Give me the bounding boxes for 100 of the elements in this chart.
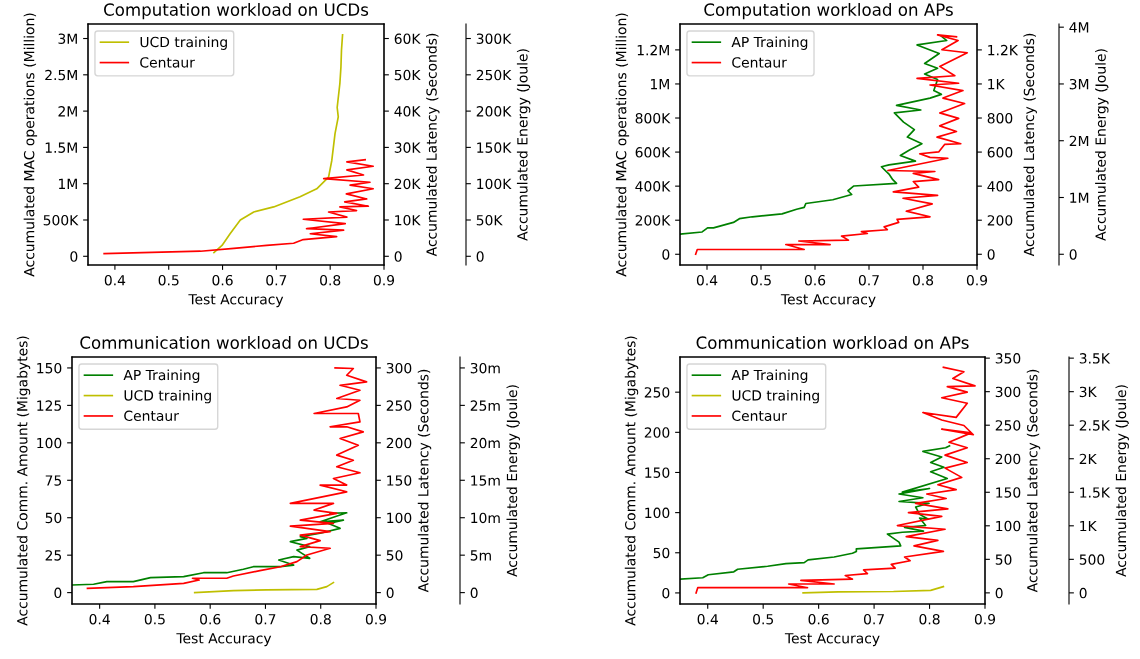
y-tick-label: 0 <box>54 587 62 599</box>
y2-axis-title: Accumulated Latency (Seconds) <box>417 369 432 593</box>
y-axis-title: Accumulated Comm. Amount (Migabytes) <box>624 336 639 626</box>
y3-tick-label: 2K <box>1079 453 1097 465</box>
y3-axis-title: Accumulated Energy (Joule) <box>1095 49 1109 241</box>
legend-label: AP Training <box>731 369 808 383</box>
x-tick-label: 0.8 <box>912 274 934 286</box>
y-tick-label: 200K <box>635 215 671 226</box>
y-axis-title: Accumulated MAC operations (Million) <box>615 13 630 277</box>
y2-tick-label: 800 <box>987 112 1013 124</box>
y3-tick-label: 3M <box>1069 78 1089 90</box>
x-axis-title: Test Accuracy <box>188 294 284 308</box>
y2-tick-label: 30K <box>394 142 421 153</box>
y3-tick-label: 2.5K <box>1079 420 1111 431</box>
x-tick-label: 0.6 <box>212 274 233 286</box>
x-tick-label: 0.7 <box>863 613 884 625</box>
legend-label: UCD training <box>124 389 211 404</box>
y3-tick-label: 100K <box>477 178 512 190</box>
y2-tick-label: 400 <box>987 181 1013 192</box>
x-tick-label: 0.9 <box>974 613 996 625</box>
x-tick-label: 0.7 <box>255 613 276 625</box>
y2-tick-label: 0 <box>386 587 394 599</box>
y2-axis-title: Accumulated Latency (Seconds) <box>1023 33 1037 257</box>
y2-tick-label: 300 <box>386 362 412 374</box>
y3-tick-label: 15m <box>471 475 500 486</box>
y3-tick-label: 3K <box>1079 386 1097 398</box>
x-axis-title: Test Accuracy <box>176 633 272 647</box>
y3-tick-label: 0 <box>1069 249 1077 260</box>
y3-tick-label: 1.5K <box>1080 487 1111 498</box>
x-tick-label: 0.4 <box>696 274 718 286</box>
y2-tick-label: 10K <box>395 214 421 226</box>
x-tick-label: 0.5 <box>158 274 179 286</box>
y-axis-title: Accumulated MAC operations (Million) <box>23 13 38 277</box>
y-tick-label: 250 <box>644 387 670 398</box>
x-tick-label: 0.5 <box>753 613 774 625</box>
chart-title: Communication workload on APs <box>696 336 969 349</box>
y3-tick-label: 200K <box>476 106 512 117</box>
y2-tick-label: 250 <box>995 420 1021 431</box>
line-series <box>694 34 969 256</box>
y3-tick-label: 30m <box>470 362 500 374</box>
x-tick-label: 0.6 <box>808 613 829 625</box>
y-tick-label: 100 <box>645 507 670 519</box>
y-tick-label: 50 <box>45 512 62 524</box>
x-tick-label: 0.9 <box>966 274 988 286</box>
line-series <box>193 581 335 594</box>
line-series <box>695 366 976 594</box>
y-tick-label: 25 <box>45 550 62 561</box>
y-tick-label: 400K <box>635 181 671 192</box>
y3-tick-label: 150K <box>477 142 512 153</box>
y2-axis-title: Accumulated Latency (Seconds) <box>426 33 440 257</box>
y2-tick-label: 1K <box>988 79 1005 90</box>
y2-tick-label: 600 <box>987 147 1013 158</box>
x-tick-label: 0.7 <box>858 274 879 286</box>
y3-tick-label: 20m <box>470 437 500 449</box>
y2-tick-label: 0 <box>394 251 402 262</box>
y-tick-label: 200 <box>644 427 670 438</box>
y2-tick-label: 50 <box>386 550 403 561</box>
legend-label: AP Training <box>731 36 808 50</box>
y-tick-label: 800K <box>635 112 671 124</box>
line-series <box>103 158 375 255</box>
x-tick-label: 0.6 <box>200 613 221 625</box>
y3-tick-label: 4M <box>1069 22 1089 33</box>
x-tick-label: 0.8 <box>919 613 940 625</box>
y3-tick-label: 1K <box>1080 520 1097 532</box>
y-tick-label: 1M <box>650 79 669 90</box>
y3-tick-label: 25m <box>470 400 500 411</box>
y-tick-label: 150 <box>645 467 670 478</box>
y3-axis-title: Accumulated Energy (Joule) <box>506 385 520 577</box>
x-axis-title: Test Accuracy <box>784 633 880 647</box>
y-tick-label: 500K <box>43 214 79 226</box>
line-series <box>802 585 945 594</box>
y-tick-label: 100 <box>37 437 62 449</box>
y-tick-label: 2.5M <box>45 69 77 81</box>
chart-title: Computation workload on APs <box>704 3 953 20</box>
y3-tick-label: 1M <box>1070 192 1089 203</box>
y3-tick-label: 0 <box>1079 587 1087 599</box>
y2-tick-label: 250 <box>386 400 412 411</box>
y3-tick-label: 0 <box>476 251 484 262</box>
y2-tick-label: 60K <box>394 33 421 44</box>
y-tick-label: 3M <box>58 33 77 44</box>
y2-tick-label: 200 <box>995 453 1021 465</box>
x-tick-label: 0.9 <box>365 613 387 625</box>
legend-label: AP Training <box>123 369 200 383</box>
x-tick-label: 0.5 <box>750 274 771 286</box>
y2-tick-label: 0 <box>995 587 1003 599</box>
chart-title: Communication workload on UCDs <box>80 336 368 349</box>
y-tick-label: 0 <box>662 587 670 599</box>
y-tick-label: 0 <box>70 251 78 262</box>
y-tick-label: 150 <box>37 362 62 374</box>
y-tick-label: 600K <box>635 147 671 158</box>
legend-label: Centaur <box>140 57 195 68</box>
y2-tick-label: 100 <box>996 520 1021 532</box>
x-axis-title: Test Accuracy <box>780 294 876 308</box>
y3-tick-label: 10m <box>471 512 500 524</box>
chart-title: Computation workload on UCDs <box>104 3 369 20</box>
legend-label: Centaur <box>124 410 179 422</box>
x-tick-label: 0.8 <box>320 274 341 286</box>
y3-tick-label: 3.5K <box>1079 353 1111 364</box>
y2-tick-label: 150 <box>387 475 412 486</box>
y2-tick-label: 350 <box>995 353 1021 364</box>
